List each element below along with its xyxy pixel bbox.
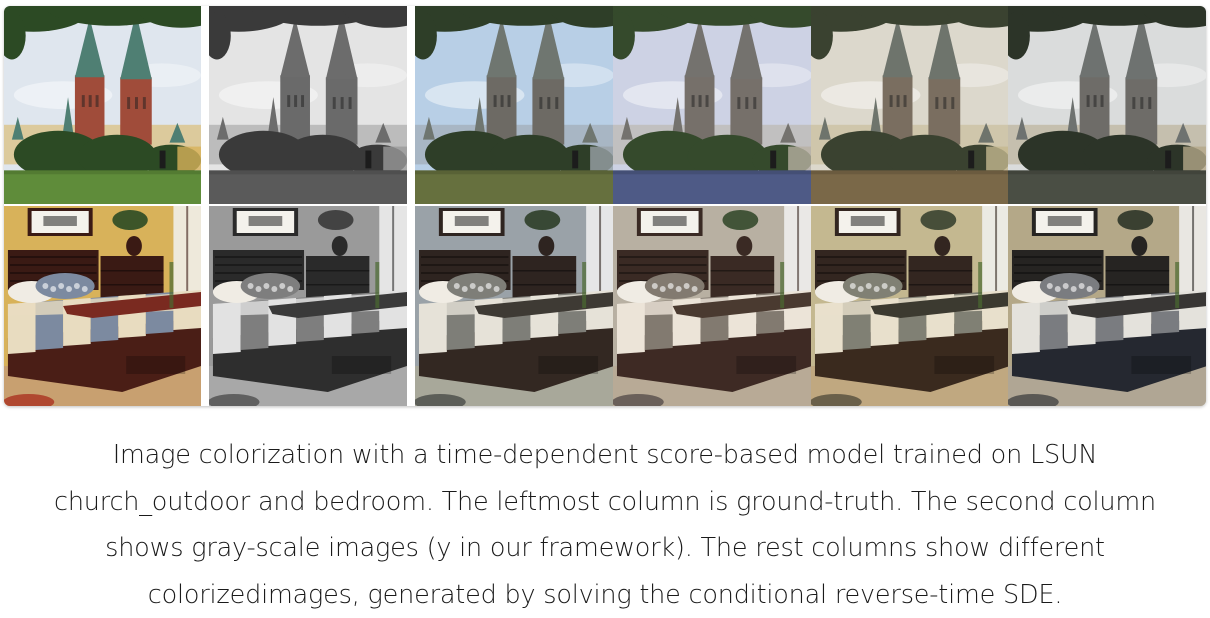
caption-line-4: colorizedimages, generated by solving th… <box>0 572 1210 618</box>
bedroom-image-col-6 <box>1008 206 1206 406</box>
gray-scale-column <box>209 6 407 406</box>
church-image-col-3 <box>415 6 614 204</box>
colorized-columns <box>415 6 1206 406</box>
bedroom-image-col-1 <box>4 206 201 406</box>
figure-caption: Image colorization with a time-dependent… <box>0 432 1210 618</box>
colorization-figure <box>4 6 1206 406</box>
church-image-col-4 <box>613 6 812 204</box>
ground-truth-column <box>4 6 201 406</box>
bedroom-image-col-4 <box>613 206 812 406</box>
caption-line-3: shows gray-scale images (y in our framew… <box>0 525 1210 572</box>
church-image-col-6 <box>1008 6 1206 204</box>
church-image-col-2 <box>209 6 407 204</box>
bedroom-image-col-2 <box>209 206 407 406</box>
church-image-col-1 <box>4 6 201 204</box>
caption-line-1: Image colorization with a time-dependent… <box>0 432 1210 479</box>
church-image-col-5 <box>811 6 1010 204</box>
caption-line-2: church_outdoor and bedroom. The leftmost… <box>0 479 1210 526</box>
bedroom-image-col-3 <box>415 206 614 406</box>
bedroom-image-col-5 <box>811 206 1010 406</box>
